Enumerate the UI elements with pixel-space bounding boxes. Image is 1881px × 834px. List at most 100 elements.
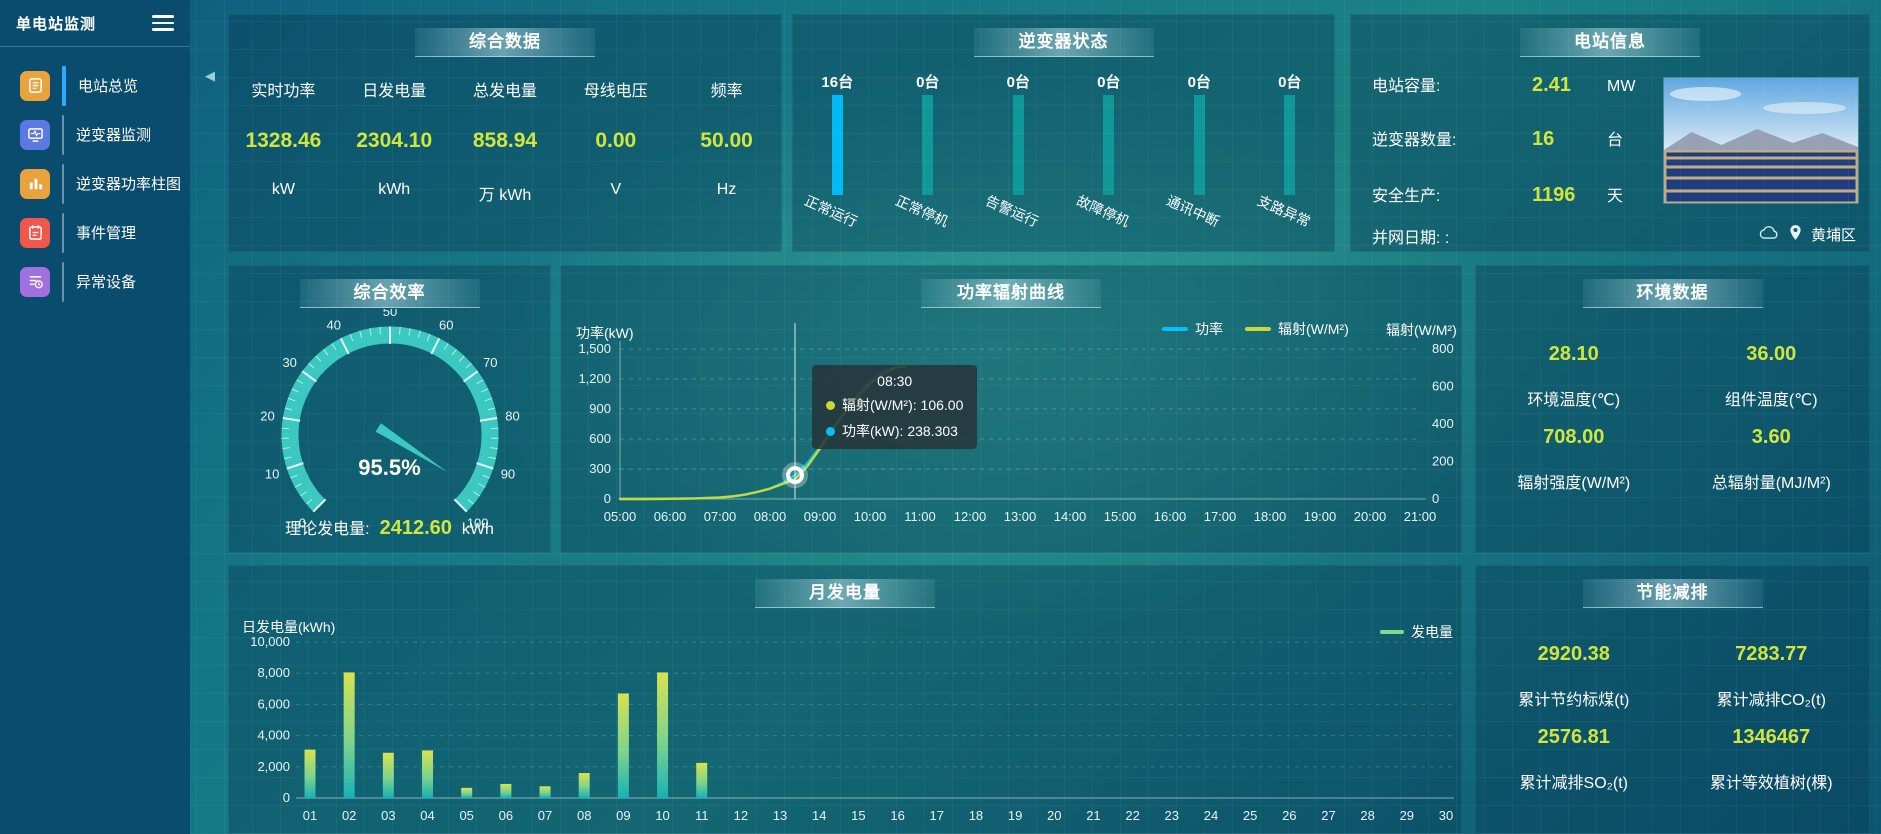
saving-metrics: 2920.38 累计节约标煤(t) 7283.77 累计减排CO₂(t) 257…: [1475, 643, 1870, 809]
metric-daily-energy: 日发电量 2304.10 kWh: [356, 83, 433, 198]
active-indicator: [62, 261, 64, 302]
sidebar-item-abnormal-device[interactable]: 异常设备: [0, 257, 190, 306]
menu-toggle-icon[interactable]: [152, 11, 174, 35]
app-title: 单电站监测: [16, 15, 97, 33]
svg-text:04: 04: [420, 808, 434, 823]
svg-text:17:00: 17:00: [1204, 509, 1237, 524]
svg-text:8,000: 8,000: [257, 665, 290, 680]
station-overview-icon: [20, 70, 50, 101]
panel-title: 月发电量: [755, 579, 935, 608]
panel-title: 节能减排: [1582, 579, 1763, 608]
svg-text:1,200: 1,200: [578, 371, 611, 386]
metric-module-temp: 36.00 组件温度(℃): [1724, 343, 1818, 409]
svg-text:18:00: 18:00: [1254, 509, 1287, 524]
sidebar-item-label: 电站总览: [78, 78, 139, 95]
metric-ambient-temp: 28.10 环境温度(℃): [1527, 343, 1621, 409]
svg-text:600: 600: [1432, 379, 1454, 394]
svg-text:100: 100: [466, 516, 488, 531]
svg-text:24: 24: [1204, 808, 1218, 823]
svg-text:17: 17: [930, 808, 944, 823]
event-management-icon: [20, 217, 50, 248]
svg-text:19: 19: [1008, 808, 1022, 823]
svg-text:16: 16: [890, 808, 904, 823]
svg-text:01: 01: [303, 808, 317, 823]
active-indicator: [62, 163, 64, 204]
active-indicator: [62, 212, 64, 253]
location-label: 黄埔区: [1810, 227, 1856, 244]
svg-text:08: 08: [577, 808, 591, 823]
svg-text:12:00: 12:00: [954, 509, 987, 524]
svg-text:13:00: 13:00: [1004, 509, 1037, 524]
metric-irradiance: 708.00 辐射强度(W/M²): [1517, 426, 1631, 492]
inverter-status-item: 0台 告警运行: [983, 74, 1042, 230]
sidebar-item-event-management[interactable]: 事件管理: [0, 208, 190, 257]
metric-so2-reduced: 2576.81 累计减排SO₂(t): [1519, 726, 1628, 792]
power-radiation-chart[interactable]: 0 300 600 900 1,200 1,500 0 200 400 600 800 05:00 06…: [560, 265, 1462, 553]
svg-text:18: 18: [969, 808, 983, 823]
svg-text:26: 26: [1282, 808, 1296, 823]
metric-bus-voltage: 母线电压 0.00 V: [583, 83, 648, 198]
metric-trees-equivalent: 1346467 累计等效植树(棵): [1709, 726, 1833, 792]
monthly-bar-chart[interactable]: 0 2,000 4,000 6,000 8,000 10,000 01 02 03 04 05 06 0…: [228, 565, 1462, 834]
inverter-status-item: 0台 正常停机: [892, 74, 951, 230]
svg-text:09: 09: [616, 808, 630, 823]
svg-text:0: 0: [298, 516, 305, 531]
svg-text:20: 20: [260, 409, 274, 424]
sidebar-item-inverter-power-bars[interactable]: 逆变器功率柱图: [0, 159, 190, 208]
theoretical-generation: 理论发电量: 2412.60 kWh: [285, 517, 494, 539]
svg-text:07:00: 07:00: [704, 509, 737, 524]
metric-coal-saved: 2920.38 累计节约标煤(t): [1518, 643, 1630, 709]
svg-text:06: 06: [499, 808, 513, 823]
environment-metrics: 28.10 环境温度(℃) 36.00 组件温度(℃) 708.00 辐射强度(…: [1475, 343, 1870, 509]
collapse-sidebar-arrow[interactable]: ◀: [205, 68, 215, 83]
sidebar-item-inverter-monitor[interactable]: 逆变器监测: [0, 110, 190, 159]
svg-text:0: 0: [283, 790, 290, 805]
svg-text:06:00: 06:00: [654, 509, 687, 524]
panel-power-radiation: 功率辐射曲线 功率(kW) 辐射(W/M²) 功率 辐射(W/M²) 0 300 6…: [560, 265, 1462, 553]
svg-text:19:00: 19:00: [1304, 509, 1337, 524]
svg-text:20: 20: [1047, 808, 1061, 823]
right-axis-title: 辐射(W/M²): [1386, 322, 1457, 338]
curve-legend: 功率 辐射(W/M²): [1162, 319, 1349, 339]
svg-text:40: 40: [326, 318, 340, 333]
svg-text:10,000: 10,000: [250, 634, 290, 649]
panel-title: 功率辐射曲线: [921, 279, 1101, 308]
svg-text:20:00: 20:00: [1354, 509, 1387, 524]
panel-monthly-generation: 月发电量 日发电量(kWh) 发电量 0 2,000 4,000 6,000 8,000…: [228, 565, 1462, 834]
svg-text:80: 80: [505, 409, 519, 424]
svg-text:30: 30: [282, 355, 296, 370]
sidebar-item-label: 逆变器监测: [76, 127, 152, 144]
status-bar: [831, 95, 843, 195]
inverter-status-bars: 16台 正常运行 0台 正常停机 0台 告警运行 0台 故障停机: [792, 65, 1335, 230]
svg-text:05: 05: [459, 808, 473, 823]
status-bar: [1193, 95, 1205, 195]
svg-text:29: 29: [1400, 808, 1414, 823]
svg-text:50: 50: [382, 309, 396, 319]
svg-text:15: 15: [851, 808, 865, 823]
svg-text:70: 70: [483, 355, 497, 370]
svg-text:02: 02: [342, 808, 356, 823]
location-pin-icon: [1789, 224, 1802, 245]
sidebar-item-station-overview[interactable]: 电站总览: [0, 61, 190, 110]
panel-title: 逆变器状态: [973, 28, 1154, 57]
svg-text:900: 900: [589, 401, 611, 416]
metric-realtime-power: 实时功率 1328.46 kW: [245, 83, 322, 198]
chart-tooltip: 08:30 辐射(W/M²): 106.00 功率(kW): 238.303: [812, 365, 978, 449]
legend-radiation[interactable]: 辐射(W/M²): [1245, 319, 1349, 339]
svg-text:15:00: 15:00: [1104, 509, 1137, 524]
svg-text:25: 25: [1243, 808, 1257, 823]
legend-power[interactable]: 功率: [1162, 319, 1223, 339]
sidebar-item-label: 事件管理: [76, 225, 137, 242]
svg-text:22: 22: [1125, 808, 1139, 823]
svg-text:12: 12: [734, 808, 748, 823]
svg-text:200: 200: [1432, 454, 1454, 469]
svg-text:60: 60: [439, 318, 453, 333]
panel-title: 环境数据: [1582, 279, 1763, 308]
weather-cloud-icon[interactable]: [1758, 225, 1780, 244]
svg-text:4,000: 4,000: [257, 728, 290, 743]
bar-legend[interactable]: 发电量: [1380, 622, 1453, 642]
svg-text:400: 400: [1432, 416, 1454, 431]
svg-text:11:00: 11:00: [904, 509, 936, 524]
inverter-status-item: 0台 故障停机: [1073, 74, 1132, 230]
tooltip-power-row: 功率(kW): 238.303: [826, 421, 963, 441]
